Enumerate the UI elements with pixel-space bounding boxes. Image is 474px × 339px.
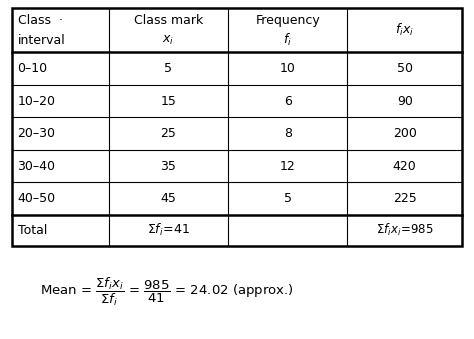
Text: $f_i$: $f_i$ bbox=[283, 32, 292, 48]
Text: Total: Total bbox=[18, 224, 47, 237]
Text: $f_ix_i$: $f_ix_i$ bbox=[395, 22, 414, 38]
Text: 225: 225 bbox=[393, 192, 417, 205]
Text: 12: 12 bbox=[280, 160, 295, 173]
Text: Class mark: Class mark bbox=[134, 14, 203, 27]
Text: 420: 420 bbox=[393, 160, 417, 173]
Text: 15: 15 bbox=[160, 95, 176, 108]
Text: interval: interval bbox=[18, 34, 65, 46]
Text: 35: 35 bbox=[160, 160, 176, 173]
Text: 8: 8 bbox=[283, 127, 292, 140]
Text: $\Sigma f_ix_i\!=\!985$: $\Sigma f_ix_i\!=\!985$ bbox=[376, 222, 434, 238]
Text: 90: 90 bbox=[397, 95, 413, 108]
Bar bbox=[12, 8, 462, 246]
Text: Mean = $\dfrac{\Sigma f_i x_i}{\Sigma f_i}$ = $\dfrac{985}{41}$ = 24.02 (approx.: Mean = $\dfrac{\Sigma f_i x_i}{\Sigma f_… bbox=[40, 275, 294, 308]
Text: Class  ·: Class · bbox=[18, 14, 63, 27]
Text: 200: 200 bbox=[393, 127, 417, 140]
Text: 5: 5 bbox=[164, 62, 173, 75]
Text: 20–30: 20–30 bbox=[18, 127, 55, 140]
Text: Frequency: Frequency bbox=[255, 14, 320, 27]
Text: 25: 25 bbox=[160, 127, 176, 140]
Text: 40–50: 40–50 bbox=[18, 192, 55, 205]
Text: 45: 45 bbox=[160, 192, 176, 205]
Text: $x_i$: $x_i$ bbox=[162, 34, 174, 47]
Text: $\Sigma f_i\!=\!41$: $\Sigma f_i\!=\!41$ bbox=[147, 222, 190, 238]
Text: 30–40: 30–40 bbox=[18, 160, 55, 173]
Text: 0–10: 0–10 bbox=[18, 62, 48, 75]
Text: 50: 50 bbox=[397, 62, 413, 75]
Text: 10–20: 10–20 bbox=[18, 95, 55, 108]
Text: 5: 5 bbox=[283, 192, 292, 205]
Text: 6: 6 bbox=[284, 95, 292, 108]
Text: 10: 10 bbox=[280, 62, 296, 75]
